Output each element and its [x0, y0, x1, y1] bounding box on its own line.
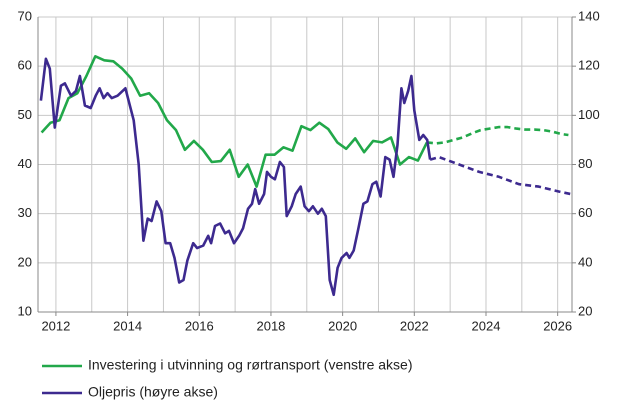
x-tick-label: 2018: [256, 318, 285, 333]
forecast-line: [426, 125, 569, 145]
x-tick-label: 2012: [41, 318, 70, 333]
x-tick-label: 2014: [113, 318, 142, 333]
y-tick-label: 40: [18, 156, 32, 171]
x-tick-label: 2022: [400, 318, 429, 333]
y-tick-label: 20: [18, 254, 32, 269]
y-tick-label: 60: [18, 58, 32, 73]
y-tick-label: 50: [18, 107, 32, 122]
legend: Investering i utvinning og rørtransport …: [42, 357, 412, 400]
y2-tick-label: 40: [578, 254, 592, 269]
y2-tick-label: 60: [578, 205, 592, 220]
x-tick-label: 2024: [472, 318, 501, 333]
y-tick-label: 70: [18, 8, 32, 23]
y-tick-label: 30: [18, 205, 32, 220]
y-tick-label: 10: [18, 303, 32, 318]
forecast-line: [429, 155, 571, 196]
y2-tick-label: 140: [578, 8, 600, 23]
y2-tick-label: 20: [578, 303, 592, 318]
y2-tick-label: 80: [578, 156, 592, 171]
x-tick-label: 2020: [328, 318, 357, 333]
x-tick-label: 2016: [185, 318, 214, 333]
x-tick-label: 2026: [543, 318, 572, 333]
data-line: [40, 55, 429, 188]
legend-label: Investering i utvinning og rørtransport …: [88, 357, 412, 373]
legend-label: Oljepris (høyre akse): [88, 384, 218, 400]
y2-tick-label: 100: [578, 107, 600, 122]
data-line: [39, 57, 432, 297]
y2-tick-label: 120: [578, 58, 600, 73]
